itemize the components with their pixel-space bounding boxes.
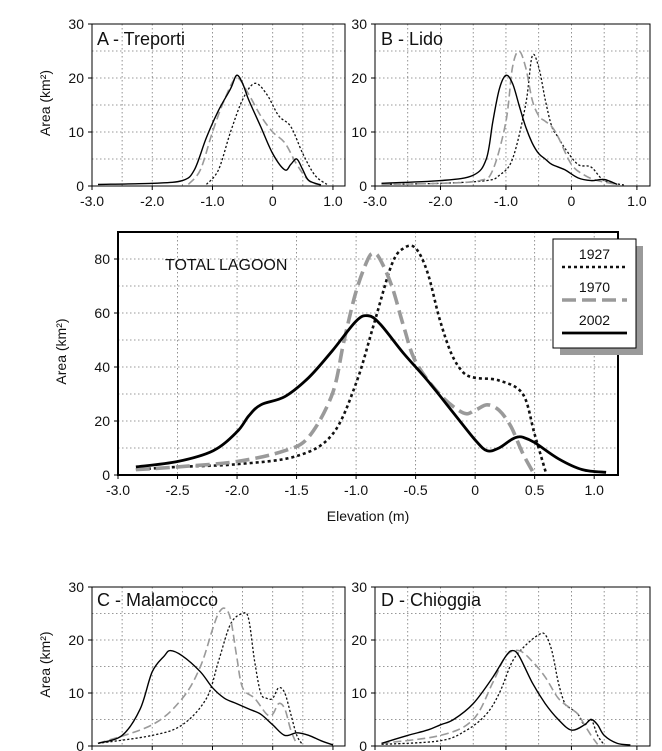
series-line-1970-c [97,607,298,745]
panel-a: -3.0 -2.0 -1.0 0 1.0 0 10 20 30 A - Treporti Area … [37,16,346,209]
y-tick-label: 0 [76,738,84,751]
x-tick-label: 1.0 [584,482,604,498]
x-tick-label: -3.0 [80,193,104,209]
series-line-1970-b [381,50,618,186]
y-tick-label: 80 [94,251,110,267]
y-tick-label: 30 [68,16,84,32]
y-tick-label: 0 [359,738,367,751]
y-tick-label: 0 [359,178,367,194]
series-line-1927-b [381,53,624,186]
y-tick-label: 40 [94,359,110,375]
y-axis-label: Area (km²) [53,318,69,384]
y-tick-label: 30 [351,579,367,595]
y-tick-label: 10 [68,685,84,701]
y-tick-label: 20 [68,70,84,86]
panel-title: TOTAL LAGOON [165,257,287,274]
plot-frame [91,23,346,187]
y-tick-label: 0 [76,178,84,194]
x-tick-label: 0 [471,482,479,498]
panel-b: -3.0 -2.0 -1.0 0 1.0 0 10 20 30 B - Lido [351,16,651,209]
series-line-1927-d [381,632,605,746]
panel-c: -3.0-2.0-1.001.00102030C - MalamoccoArea… [37,579,346,751]
series-line-2002-b [381,74,618,186]
y-tick-label: 20 [68,632,84,648]
series-line-1970-d [381,649,599,745]
series-line-1927-c [97,612,304,746]
series-line-2002-a [97,74,322,186]
x-tick-label: -2.5 [165,482,189,498]
y-tick-label: 20 [94,413,110,429]
x-tick-label: -1.0 [200,193,224,209]
legend-label-2002: 2002 [579,312,610,328]
x-axis-label: Elevation (m) [327,508,409,524]
legend-label-1970: 1970 [579,279,610,295]
panel-title: B - Lido [381,29,443,49]
y-tick-label: 30 [68,579,84,595]
plot-frame [91,586,346,747]
series-line-1927-total [135,244,548,476]
series-line-2002-total [135,314,607,474]
y-tick-label: 20 [351,632,367,648]
series-line-1970-a [187,77,322,186]
x-tick-label: -1.5 [285,482,309,498]
series-line-2002-d [381,649,631,746]
y-tick-label: 30 [351,16,367,32]
legend-label-1927: 1927 [579,246,610,262]
series-line-1970-total [135,251,537,476]
legend: 1927 1970 2002 [552,238,643,355]
y-tick-label: 60 [94,305,110,321]
x-tick-label: -0.5 [404,482,428,498]
plot-frame [374,23,651,187]
x-tick-label: 0.5 [525,482,545,498]
x-tick-label: -2.0 [225,482,249,498]
x-tick-label: -3.0 [363,193,387,209]
plot-frame [374,586,651,747]
panel-title: C - Malamocco [97,590,218,610]
x-tick-label: 1.0 [627,193,647,209]
panel-title: A - Treporti [97,29,185,49]
x-tick-label: -1.0 [344,482,368,498]
x-tick-label: -2.0 [140,193,164,209]
series-line-1927-a [205,82,328,185]
legend-box [552,238,637,349]
panel-total: -3.0 -2.5 -2.0 -1.5 -1.0 -0.5 0 0.5 1.0 0 20 40 60 80… [53,231,643,524]
x-tick-label: -2.0 [428,193,452,209]
panel-title: D - Chioggia [381,590,482,610]
x-tick-label: -1.0 [494,193,518,209]
y-axis-label: Area (km²) [37,70,53,136]
x-tick-label: 1.0 [323,193,343,209]
x-tick-label: -3.0 [106,482,130,498]
y-tick-label: 20 [351,70,367,86]
y-tick-label: 10 [68,124,84,140]
x-tick-label: 0 [568,193,576,209]
y-axis-label: Area (km²) [37,631,53,697]
x-tick-label: 0 [269,193,277,209]
y-tick-label: 10 [351,124,367,140]
y-tick-label: 10 [351,685,367,701]
panel-d: -3.0-2.0-1.001.00102030D - Chioggia [351,579,651,751]
y-tick-label: 0 [102,467,110,483]
series-line-2002-c [97,649,334,746]
